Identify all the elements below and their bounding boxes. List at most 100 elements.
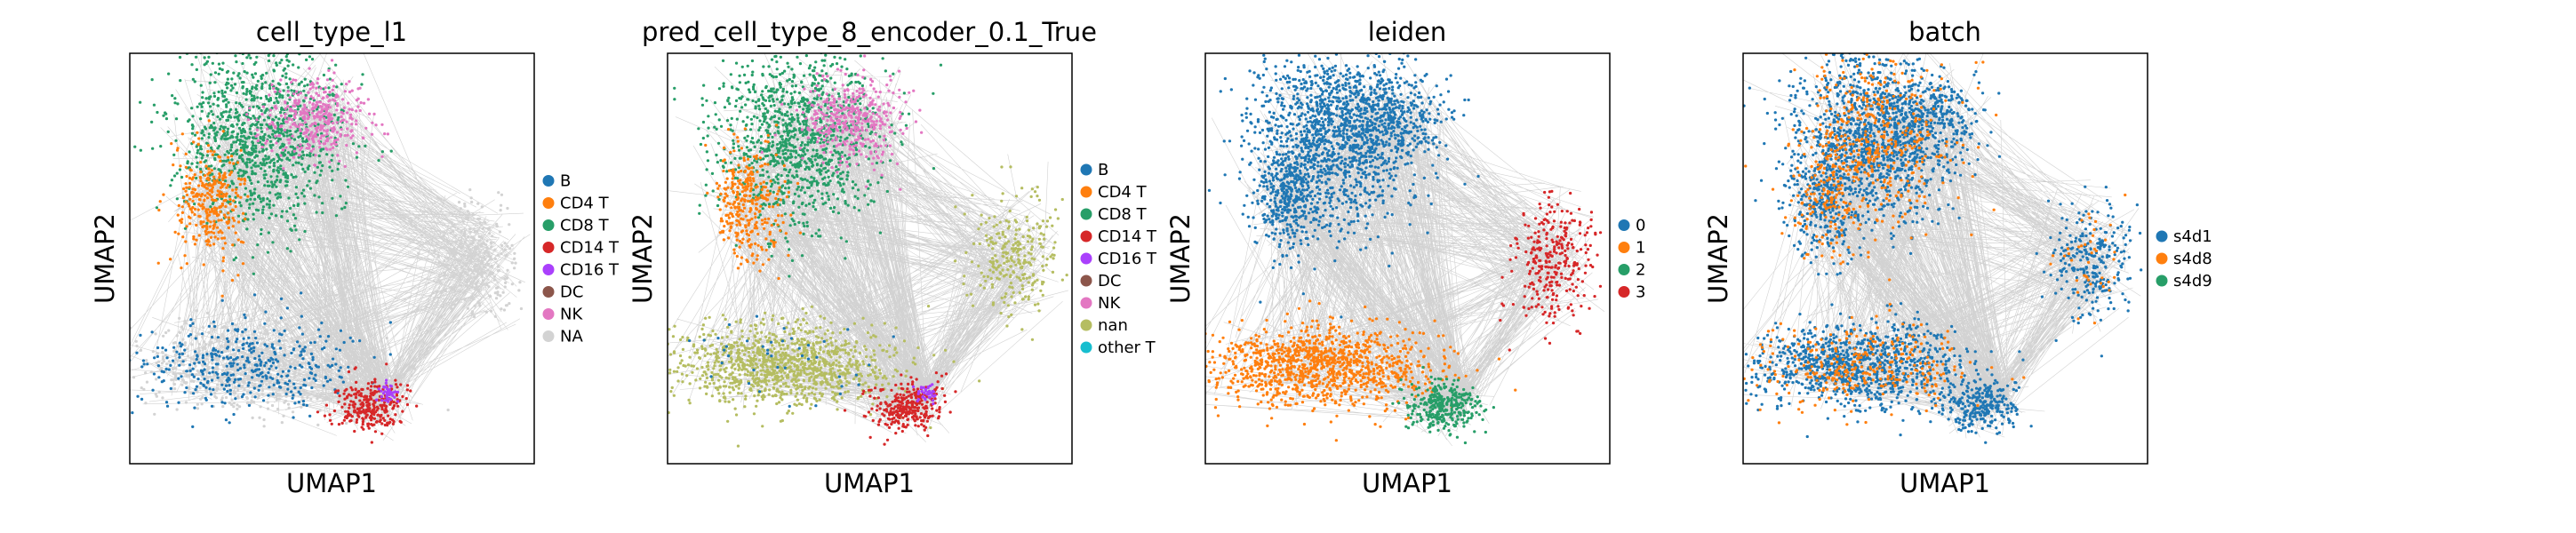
points-cd14-t [316,362,419,444]
legend-marker [1080,341,1092,354]
legend: s4d1 s4d8 s4d9 [2156,227,2212,290]
points-2 [1391,365,1495,445]
legend-item: CD14 T [1080,227,1157,246]
panel-title: batch [1908,17,1981,47]
legend-item: NK [1080,294,1121,313]
legend-item: DC [1080,272,1121,290]
legend-label: B [1098,161,1108,179]
legend: B CD4 T CD8 T CD14 T CD16 T DC NK NA [542,172,620,346]
points-cd16-t [375,378,400,403]
points-cd16-t [911,383,937,406]
legend-marker [1080,163,1092,176]
legend-label: CD8 T [1098,205,1148,224]
panel-title: pred_cell_type_8_encoder_0.1_True [642,17,1097,47]
points-3 [1499,189,1603,352]
points-cd4-t [704,123,802,281]
panel-pred-cell-type: pred_cell_type_8_encoder_0.1_True UMAP1 … [628,17,1157,498]
points-nk [245,59,389,171]
legend-item: DC [542,283,583,302]
points-s4d8 [1743,53,2127,426]
legend-item: NA [542,328,583,346]
legend: B CD4 T CD8 T CD14 T CD16 T DC NK nan other T [1080,161,1157,357]
legend-label: 0 [1636,217,1645,235]
plot-area [130,53,531,444]
legend: 0 1 2 3 [1618,217,1645,302]
panel-leiden: leiden UMAP1 UMAP2 0 1 2 3 [1165,17,1645,498]
legend-item: CD8 T [542,217,610,235]
points-nk [760,54,924,191]
plot-frame [1204,52,1611,465]
y-axis-label: UMAP2 [1165,213,1196,304]
legend-marker [2156,230,2168,243]
legend-label: NA [560,328,583,346]
legend-item: 1 [1618,239,1645,258]
legend-marker [1618,219,1630,231]
panel-title: cell_type_l1 [256,17,407,47]
legend-label: CD16 T [560,261,620,280]
legend-label: B [560,172,571,191]
legend-item: CD16 T [1080,250,1157,268]
legend-item: 2 [1618,261,1645,280]
legend-marker [542,308,555,320]
legend-label: CD8 T [560,217,610,235]
legend-item: nan [1080,316,1128,335]
legend-label: CD4 T [1098,183,1148,202]
legend-marker [2156,274,2168,287]
points-cd4-t [156,119,250,298]
panel-title: leiden [1368,17,1447,47]
legend-item: 3 [1618,283,1645,302]
legend-label: 2 [1636,261,1645,280]
legend-item: s4d9 [2156,272,2212,290]
legend-label: NK [1098,294,1121,313]
plot-area [1205,53,1605,447]
legend-marker [1618,264,1630,275]
legend-marker [1080,230,1092,243]
legend-label: CD16 T [1098,250,1157,268]
legend-marker [1080,297,1092,309]
panel-batch: batch UMAP1 UMAP2 s4d1 s4d8 s4d9 [1703,17,2212,498]
plot-frame [667,52,1073,465]
legend-marker [1080,319,1092,331]
legend-label: s4d8 [2173,250,2212,268]
legend-item: CD14 T [542,239,620,258]
legend-item: B [1080,161,1108,179]
points-s4d1 [1743,53,2143,444]
plot-frame [129,52,535,465]
points-b [688,314,895,408]
legend-marker [542,219,555,231]
x-axis-label: UMAP1 [1362,468,1452,498]
legend-item: CD8 T [1080,205,1148,224]
legend-marker [542,330,555,342]
y-axis-label: UMAP2 [1703,213,1733,304]
legend-marker [542,175,555,187]
legend-item: NK [542,306,583,324]
legend-marker [1080,252,1092,265]
legend-item: 0 [1618,217,1645,235]
legend-label: nan [1098,316,1128,335]
plot-frame [1742,52,2148,465]
points-0 [1207,53,1480,319]
x-axis-label: UMAP1 [824,468,915,498]
legend-label: DC [1098,272,1121,290]
legend-label: CD14 T [560,239,620,258]
y-axis-label: UMAP2 [628,213,658,304]
y-axis-label: UMAP2 [90,213,120,304]
legend-marker [542,286,555,298]
plot-area [1743,53,2143,444]
panel-cell-type-l1: cell_type_l1 UMAP1 UMAP2 B CD4 T CD8 T CD14… [90,17,620,498]
legend-label: NK [560,306,583,324]
legend-item: other T [1080,338,1156,357]
legend-marker [542,264,555,275]
legend-item: CD4 T [542,195,610,213]
points-b [130,291,392,428]
legend-item: s4d1 [2156,227,2212,246]
legend-label: 3 [1636,283,1645,302]
legend-marker [1080,208,1092,220]
x-axis-label: UMAP1 [1900,468,1990,498]
legend-item: s4d8 [2156,250,2212,268]
legend-item: CD4 T [1080,183,1148,202]
legend-marker [1080,274,1092,287]
plot-area [668,53,1068,448]
legend-label: CD14 T [1098,227,1157,246]
